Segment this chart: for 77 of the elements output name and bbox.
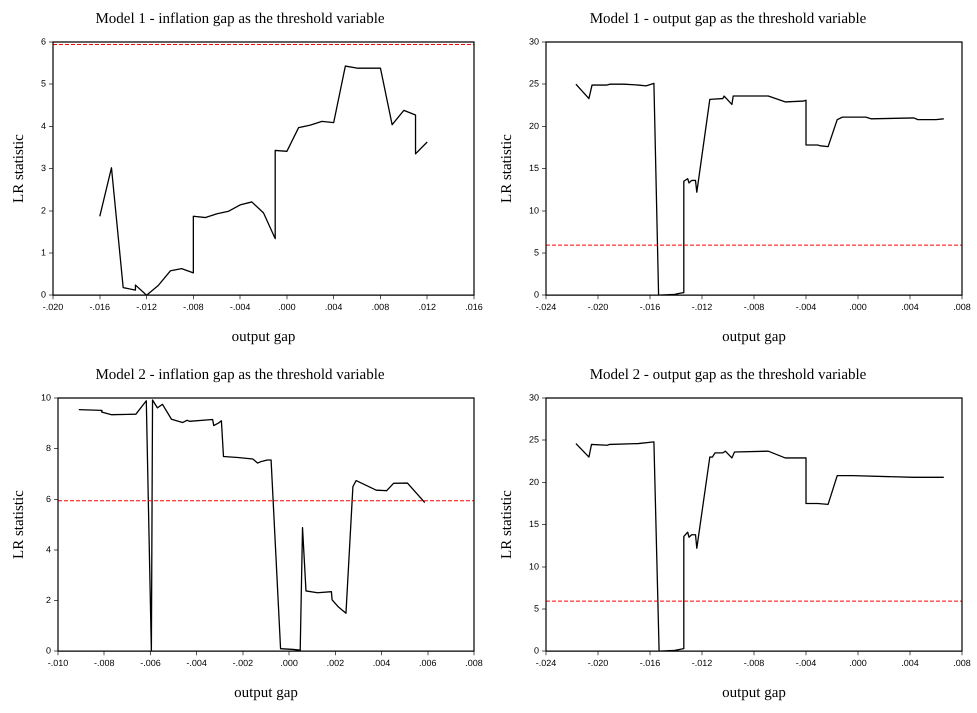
- y-axis-title: LR statistic: [498, 134, 515, 203]
- x-tick-label: -.006: [140, 658, 161, 668]
- y-tick-label: 5: [40, 78, 46, 89]
- x-tick-label: .008: [372, 302, 390, 312]
- y-tick-label: 2: [46, 595, 52, 606]
- x-tick-label: -.012: [136, 302, 157, 312]
- x-tick-label: -.016: [640, 658, 660, 668]
- x-tick-label: -.004: [230, 302, 250, 312]
- x-tick-label: -.016: [640, 302, 660, 312]
- y-tick-label: 10: [40, 392, 52, 402]
- x-tick-label: -.008: [183, 302, 204, 312]
- y-tick-label: 5: [534, 603, 540, 614]
- y-tick-label: 2: [40, 205, 46, 216]
- x-tick-label: .006: [419, 658, 437, 668]
- y-tick-label: 25: [528, 434, 540, 445]
- x-tick-label: .008: [953, 302, 971, 312]
- y-tick-label: 8: [46, 443, 52, 454]
- x-tick-label: .012: [418, 302, 436, 312]
- x-tick-label: -.004: [796, 658, 816, 668]
- x-tick-label: -.008: [744, 658, 764, 668]
- chart-title: Model 2 - inflation gap as the threshold variable: [95, 366, 385, 383]
- y-axis-title: LR statistic: [10, 490, 27, 559]
- x-tick-label: .004: [324, 302, 342, 312]
- x-tick-label: .004: [372, 658, 390, 668]
- y-tick-label: 6: [40, 36, 46, 46]
- y-tick-label: 6: [46, 494, 52, 504]
- x-tick-label: -.012: [692, 302, 712, 312]
- y-tick-label: 1: [40, 247, 46, 258]
- y-tick-label: 30: [528, 36, 540, 46]
- x-axis-title: output gap: [722, 328, 786, 345]
- x-tick-label: .000: [849, 658, 867, 668]
- x-tick-label: .004: [901, 302, 919, 312]
- x-tick-label: -.002: [232, 658, 254, 668]
- x-tick-label: .008: [465, 658, 483, 668]
- x-tick-label: -.016: [90, 302, 110, 312]
- x-tick-label: -.004: [186, 658, 207, 668]
- x-tick-label: -.024: [536, 302, 556, 312]
- x-tick-label: -.020: [42, 302, 64, 312]
- x-tick-label: -.010: [48, 658, 68, 668]
- x-tick-label: -.020: [588, 658, 608, 668]
- y-tick-label: 20: [528, 476, 540, 487]
- x-tick-label: .004: [901, 658, 919, 668]
- x-tick-label: -.020: [588, 302, 608, 312]
- y-axis-title: LR statistic: [498, 490, 515, 559]
- x-tick-label: -.024: [536, 658, 556, 668]
- x-axis-title: output gap: [232, 328, 296, 345]
- y-tick-label: 10: [528, 205, 540, 216]
- y-tick-label: 0: [40, 290, 46, 300]
- x-tick-label: -.012: [692, 658, 712, 668]
- y-tick-label: 30: [528, 392, 540, 402]
- y-tick-label: 4: [40, 120, 46, 131]
- y-tick-label: 15: [528, 519, 540, 530]
- x-tick-label: -.008: [744, 302, 764, 312]
- y-tick-label: 0: [46, 646, 52, 656]
- y-tick-label: 0: [534, 290, 540, 300]
- y-tick-label: 5: [534, 247, 540, 258]
- x-tick-label: .008: [953, 658, 971, 668]
- x-tick-label: -.008: [94, 658, 114, 668]
- x-tick-label: .000: [278, 302, 296, 312]
- y-tick-label: 4: [46, 544, 52, 554]
- chart-title: Model 1 - output gap as the threshold variable: [590, 10, 867, 27]
- x-axis-title: output gap: [234, 684, 298, 701]
- x-tick-label: .002: [326, 658, 344, 668]
- chart-title: Model 1 - inflation gap as the threshold variable: [95, 10, 385, 27]
- y-tick-label: 3: [40, 163, 46, 174]
- y-tick-label: 10: [528, 561, 540, 572]
- y-tick-label: 20: [528, 120, 540, 131]
- y-tick-label: 15: [528, 163, 540, 174]
- y-axis-title: LR statistic: [10, 134, 27, 203]
- chart-title: Model 2 - output gap as the threshold variable: [590, 366, 867, 383]
- x-tick-label: .000: [280, 658, 298, 668]
- x-tick-label: .000: [849, 302, 867, 312]
- x-tick-label: -.004: [796, 302, 816, 312]
- x-tick-label: .016: [465, 302, 483, 312]
- x-axis-title: output gap: [722, 684, 786, 701]
- y-tick-label: 0: [534, 646, 540, 656]
- y-tick-label: 25: [528, 78, 540, 89]
